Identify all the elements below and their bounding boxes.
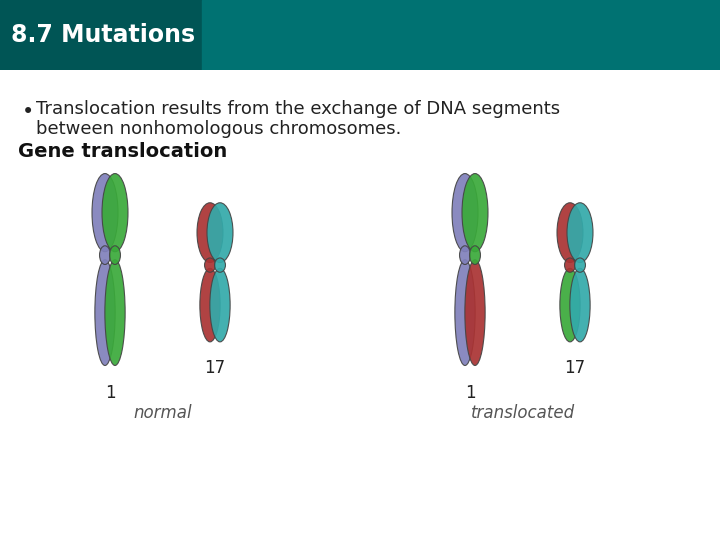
Ellipse shape [452, 173, 478, 252]
Text: Gene translocation: Gene translocation [18, 142, 228, 161]
Ellipse shape [570, 268, 590, 342]
Ellipse shape [92, 173, 118, 252]
Text: 1: 1 [104, 384, 115, 402]
Ellipse shape [105, 260, 125, 366]
Ellipse shape [215, 258, 225, 272]
Text: 17: 17 [204, 359, 225, 377]
Text: 1: 1 [464, 384, 475, 402]
Text: Translocation results from the exchange of DNA segments: Translocation results from the exchange … [36, 100, 560, 118]
Ellipse shape [102, 173, 128, 252]
Ellipse shape [99, 246, 110, 265]
Ellipse shape [459, 246, 470, 265]
Ellipse shape [197, 202, 223, 262]
Ellipse shape [455, 260, 475, 366]
Ellipse shape [575, 258, 585, 272]
Text: 17: 17 [564, 359, 585, 377]
Ellipse shape [95, 260, 115, 366]
Bar [202, 0, 720, 70]
Ellipse shape [207, 202, 233, 262]
Text: translocated: translocated [470, 404, 575, 422]
Text: normal: normal [133, 404, 192, 422]
Ellipse shape [210, 268, 230, 342]
Text: 8.7 Mutations: 8.7 Mutations [11, 23, 195, 47]
Ellipse shape [560, 268, 580, 342]
Bar [0, 0, 202, 70]
Ellipse shape [557, 202, 583, 262]
Ellipse shape [567, 202, 593, 262]
Ellipse shape [204, 258, 215, 272]
Ellipse shape [200, 268, 220, 342]
Ellipse shape [469, 246, 480, 265]
Text: •: • [22, 102, 35, 122]
Ellipse shape [564, 258, 575, 272]
Ellipse shape [109, 246, 120, 265]
Ellipse shape [462, 173, 488, 252]
Ellipse shape [465, 260, 485, 366]
Text: between nonhomologous chromosomes.: between nonhomologous chromosomes. [36, 120, 401, 138]
